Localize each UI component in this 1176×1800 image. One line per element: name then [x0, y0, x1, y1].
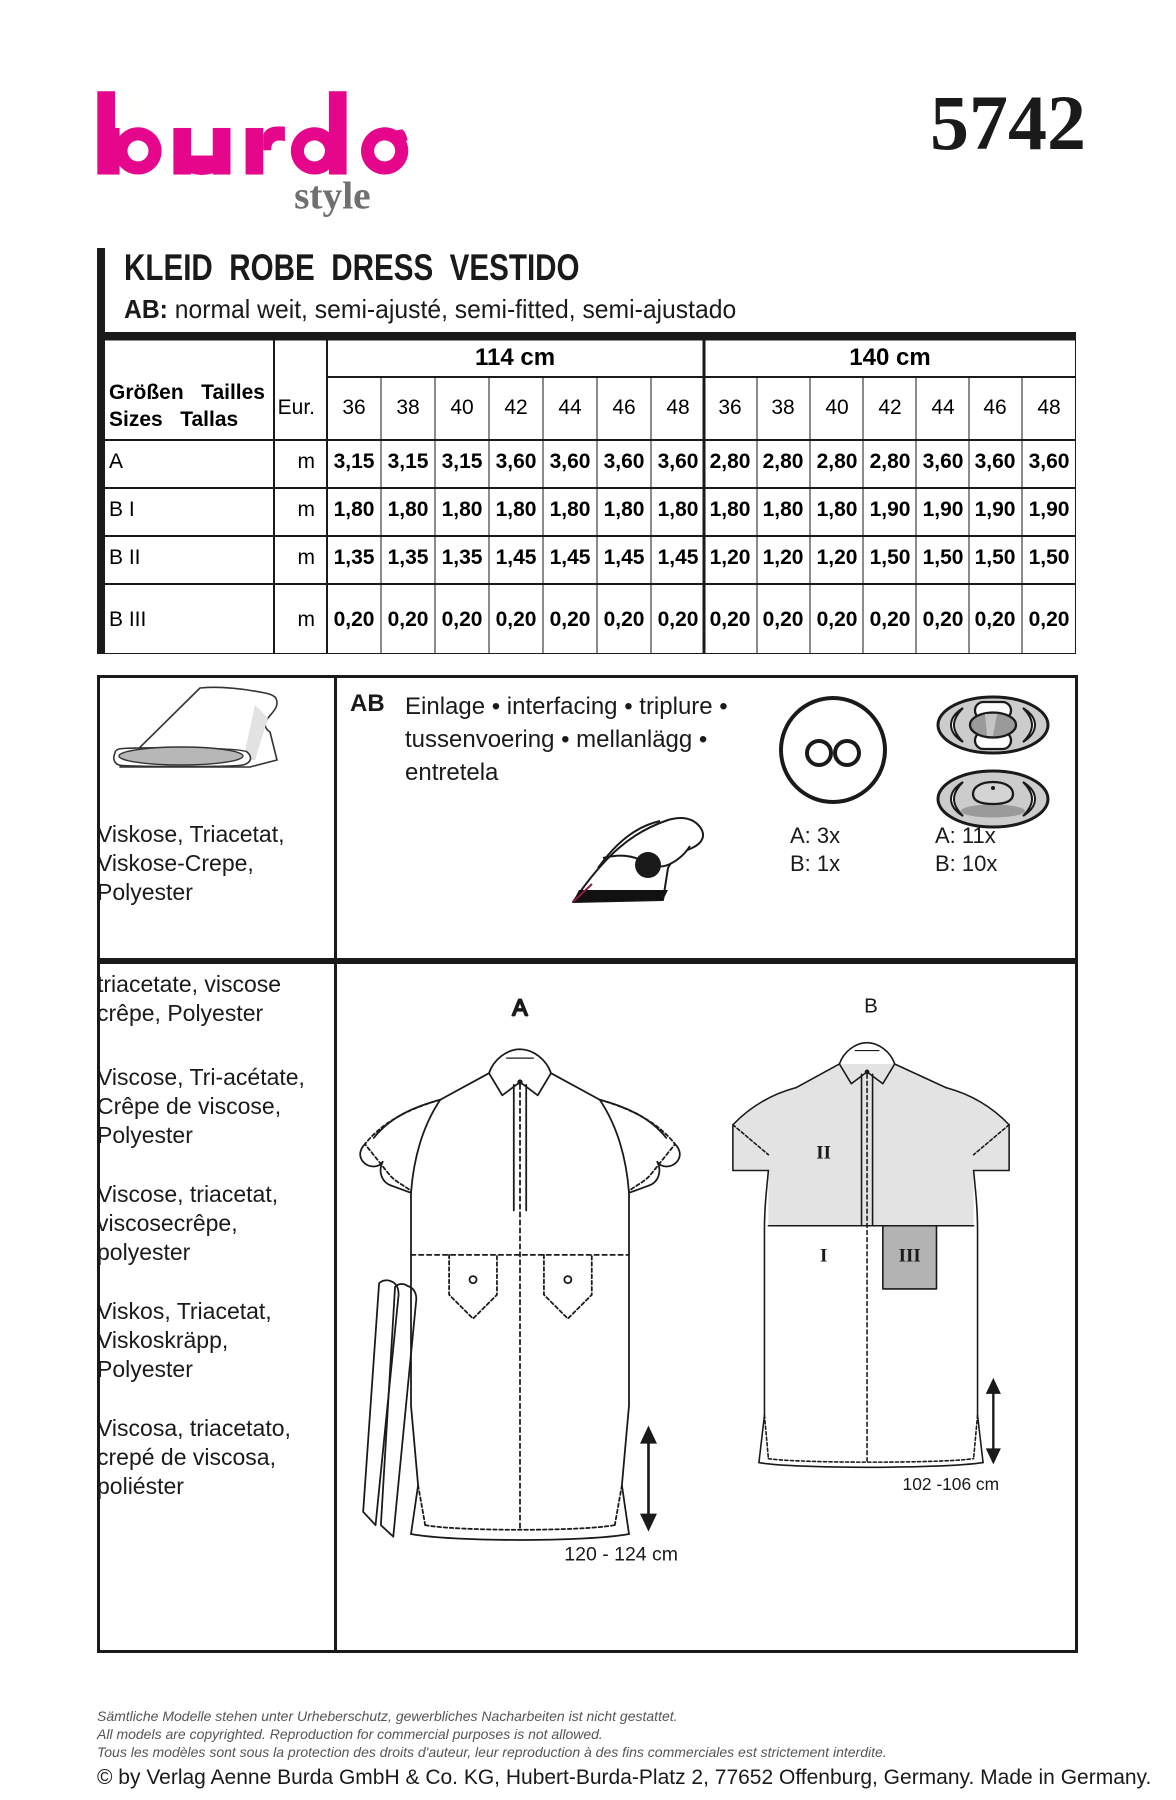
svg-text:0,20: 0,20 [1029, 608, 1070, 631]
svg-text:1,80: 1,80 [658, 498, 699, 521]
svg-text:B: B [864, 995, 878, 1018]
svg-text:1,80: 1,80 [334, 498, 375, 521]
svg-text:0,20: 0,20 [550, 608, 591, 631]
svg-text:1,80: 1,80 [496, 498, 537, 521]
svg-text:3,60: 3,60 [658, 450, 699, 473]
svg-text:1,80: 1,80 [817, 498, 858, 521]
svg-text:102 -106 cm: 102 -106 cm [903, 1474, 1000, 1494]
svg-text:0,20: 0,20 [870, 608, 911, 631]
svg-text:m: m [298, 450, 316, 473]
svg-text:1,20: 1,20 [710, 546, 751, 569]
svg-text:3,60: 3,60 [975, 450, 1016, 473]
svg-text:3,60: 3,60 [923, 450, 964, 473]
svg-text:1,50: 1,50 [975, 546, 1016, 569]
svg-text:A: A [109, 450, 123, 473]
svg-text:B III: B III [109, 608, 146, 631]
svg-text:1,20: 1,20 [763, 546, 804, 569]
svg-text:2,80: 2,80 [817, 450, 858, 473]
svg-text:2,80: 2,80 [870, 450, 911, 473]
svg-text:1,35: 1,35 [442, 546, 483, 569]
svg-text:1,80: 1,80 [763, 498, 804, 521]
svg-text:44: 44 [931, 396, 955, 419]
svg-text:1,45: 1,45 [658, 546, 699, 569]
svg-text:0,20: 0,20 [604, 608, 645, 631]
svg-text:46: 46 [612, 396, 635, 419]
svg-text:2,80: 2,80 [763, 450, 804, 473]
svg-text:m: m [298, 498, 316, 521]
svg-text:3,60: 3,60 [1029, 450, 1070, 473]
svg-text:I: I [820, 1245, 827, 1266]
svg-text:0,20: 0,20 [763, 608, 804, 631]
svg-text:0,20: 0,20 [388, 608, 429, 631]
svg-text:1,80: 1,80 [388, 498, 429, 521]
svg-text:1,80: 1,80 [550, 498, 591, 521]
svg-text:0,20: 0,20 [817, 608, 858, 631]
svg-text:m: m [298, 608, 316, 631]
svg-text:1,80: 1,80 [604, 498, 645, 521]
svg-text:1,50: 1,50 [1029, 546, 1070, 569]
svg-text:1,50: 1,50 [870, 546, 911, 569]
svg-text:0,20: 0,20 [975, 608, 1016, 631]
svg-text:114 cm: 114 cm [475, 344, 555, 371]
svg-text:42: 42 [504, 396, 527, 419]
svg-text:3,60: 3,60 [496, 450, 537, 473]
svg-text:Eur.: Eur. [278, 396, 315, 419]
svg-text:48: 48 [666, 396, 689, 419]
svg-text:140 cm: 140 cm [849, 344, 930, 371]
svg-text:46: 46 [983, 396, 1006, 419]
svg-text:1,45: 1,45 [496, 546, 537, 569]
svg-text:1,80: 1,80 [442, 498, 483, 521]
svg-text:1,45: 1,45 [604, 546, 645, 569]
svg-text:38: 38 [771, 396, 794, 419]
svg-text:II: II [816, 1143, 831, 1164]
svg-text:Sizes Tallas: Sizes Tallas [109, 408, 238, 431]
svg-text:48: 48 [1037, 396, 1060, 419]
svg-text:0,20: 0,20 [658, 608, 699, 631]
svg-text:1,90: 1,90 [975, 498, 1016, 521]
svg-text:1,90: 1,90 [923, 498, 964, 521]
svg-text:38: 38 [396, 396, 419, 419]
svg-text:3,15: 3,15 [334, 450, 375, 473]
svg-text:42: 42 [878, 396, 901, 419]
svg-text:40: 40 [450, 396, 473, 419]
svg-text:Größen Tailles: Größen Tailles [109, 381, 265, 404]
svg-text:36: 36 [342, 396, 365, 419]
svg-text:B I: B I [109, 498, 135, 521]
svg-text:1,20: 1,20 [817, 546, 858, 569]
svg-text:III: III [899, 1245, 921, 1266]
svg-text:1,35: 1,35 [334, 546, 375, 569]
svg-text:A: A [512, 995, 528, 1021]
svg-text:0,20: 0,20 [923, 608, 964, 631]
svg-text:1,35: 1,35 [388, 546, 429, 569]
svg-text:3,60: 3,60 [604, 450, 645, 473]
svg-text:3,60: 3,60 [550, 450, 591, 473]
svg-text:120 - 124 cm: 120 - 124 cm [564, 1544, 678, 1565]
svg-text:40: 40 [825, 396, 848, 419]
svg-text:36: 36 [718, 396, 741, 419]
svg-text:1,90: 1,90 [1029, 498, 1070, 521]
svg-text:3,15: 3,15 [442, 450, 483, 473]
svg-text:0,20: 0,20 [334, 608, 375, 631]
svg-text:44: 44 [558, 396, 582, 419]
svg-text:0,20: 0,20 [496, 608, 537, 631]
svg-text:2,80: 2,80 [710, 450, 751, 473]
svg-text:1,50: 1,50 [923, 546, 964, 569]
svg-text:0,20: 0,20 [710, 608, 751, 631]
svg-text:1,90: 1,90 [870, 498, 911, 521]
svg-text:B II: B II [109, 546, 141, 569]
svg-text:style: style [294, 174, 371, 218]
svg-text:m: m [298, 546, 316, 569]
svg-text:1,80: 1,80 [710, 498, 751, 521]
svg-text:1,45: 1,45 [550, 546, 591, 569]
svg-text:3,15: 3,15 [388, 450, 429, 473]
svg-text:0,20: 0,20 [442, 608, 483, 631]
